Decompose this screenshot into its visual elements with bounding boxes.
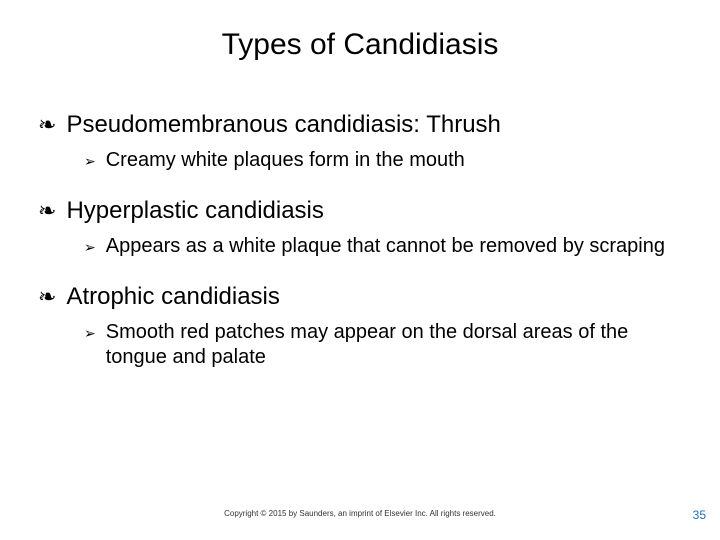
list-item: ➢ Appears as a white plaque that cannot …: [84, 234, 700, 260]
slide-title: Types of Candidiasis: [20, 28, 700, 62]
l2-text: Appears as a white plaque that cannot be…: [106, 234, 665, 259]
slide-container: Types of Candidiasis ❧ Pseudomembranous …: [0, 0, 720, 540]
l2-text: Creamy white plaques form in the mouth: [106, 148, 465, 173]
list-item: ❧ Pseudomembranous candidiasis: Thrush: [38, 110, 700, 140]
list-item: ❧ Hyperplastic candidiasis: [38, 196, 700, 226]
l1-text: Atrophic candidiasis: [66, 282, 279, 312]
bullet-l2-icon: ➢: [84, 320, 96, 346]
list-item: ➢ Smooth red patches may appear on the d…: [84, 320, 700, 370]
list-item: ➢ Creamy white plaques form in the mouth: [84, 148, 700, 174]
slide-content: ❧ Pseudomembranous candidiasis: Thrush ➢…: [20, 110, 700, 370]
l2-text: Smooth red patches may appear on the dor…: [106, 320, 666, 370]
page-number: 35: [693, 508, 706, 522]
bullet-l2-icon: ➢: [84, 234, 96, 260]
copyright-text: Copyright © 2015 by Saunders, an imprint…: [0, 509, 720, 518]
bullet-l1-icon: ❧: [38, 282, 56, 312]
bullet-l1-icon: ❧: [38, 110, 56, 140]
list-item: ❧ Atrophic candidiasis: [38, 282, 700, 312]
bullet-l2-icon: ➢: [84, 148, 96, 174]
l1-text: Pseudomembranous candidiasis: Thrush: [66, 110, 500, 140]
l1-text: Hyperplastic candidiasis: [66, 196, 323, 226]
bullet-l1-icon: ❧: [38, 196, 56, 226]
